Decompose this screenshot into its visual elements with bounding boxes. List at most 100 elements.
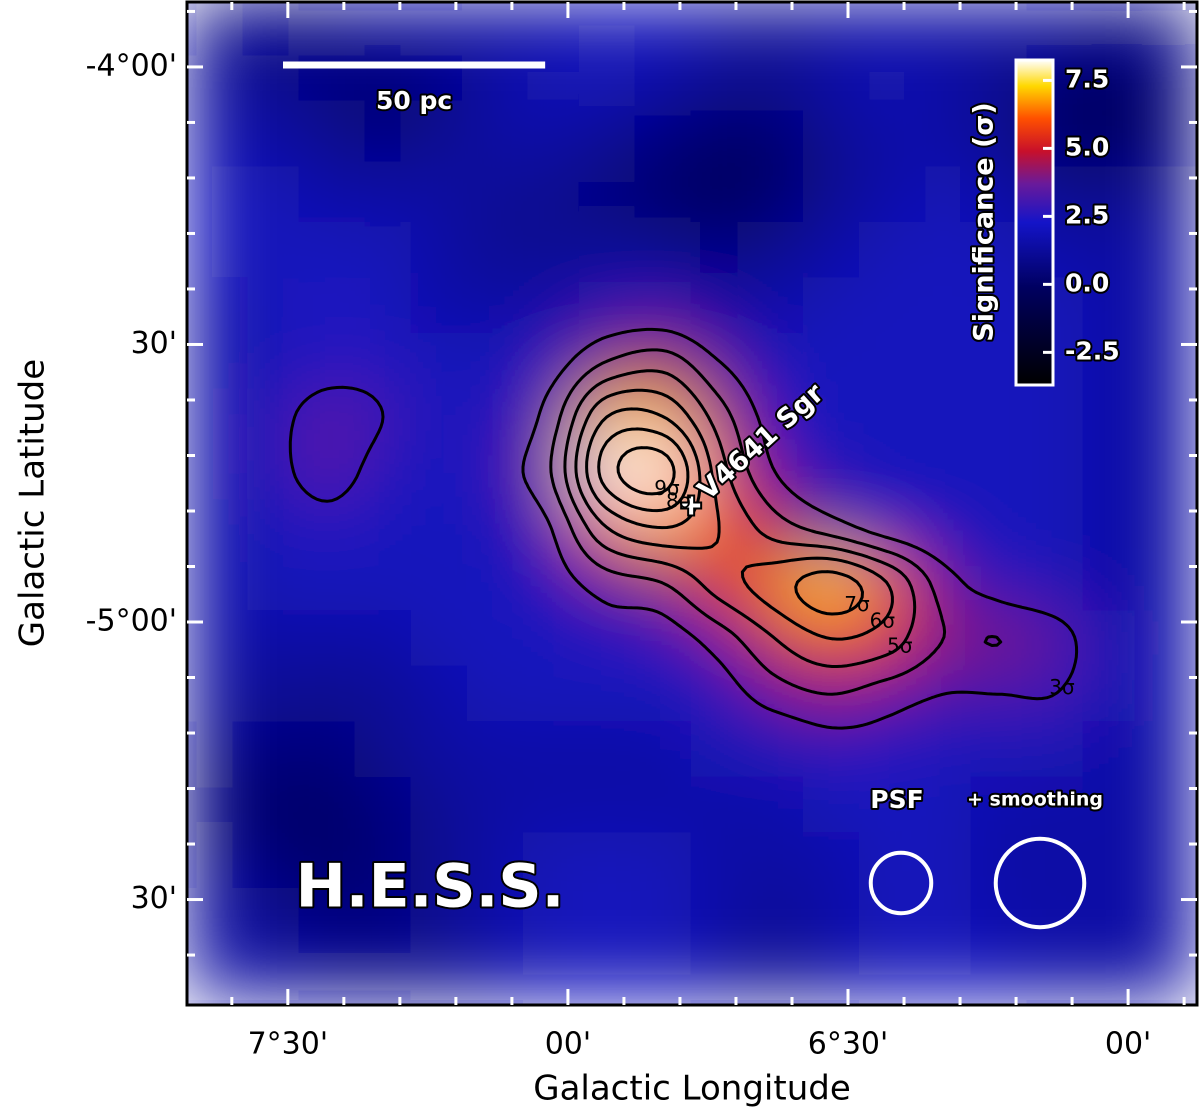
heat-cell [578,776,636,834]
heat-cell [970,776,1028,834]
heat-cell [298,887,356,945]
heat-cell [298,110,356,168]
heat-cell [914,221,972,279]
heat-cell [914,332,972,390]
heat-cell [242,721,300,778]
contour [549,348,1003,696]
heat-cell [858,332,916,390]
heat-cell [746,776,804,834]
heat-cell [354,943,412,1000]
heat-cell [802,55,860,112]
heat-cell [914,166,972,223]
heat-cell [578,832,636,889]
heat-cell [522,166,580,223]
heat-cell [466,221,524,279]
heat-cell [298,332,356,390]
heat-cell [1138,277,1196,334]
heat-cell [1026,887,1084,945]
heat-cell [634,665,692,723]
colorbar-tick-label: 7.5 [1065,64,1109,93]
heat-cell [298,277,356,334]
heat-cell [1138,832,1196,889]
heat-cell [298,776,356,834]
heat-cell [1082,665,1140,723]
heat-cell [410,610,468,667]
heat-cell [914,776,972,834]
heat-cell [298,2,356,57]
psf-circle [868,850,934,916]
y-tick-label: 30' [131,881,177,916]
heat-cell [634,55,692,112]
heat-cell [914,499,972,556]
instrument-label: H.E.S.S. [296,852,565,922]
heat-cell [858,2,916,57]
heat-cell [354,221,412,279]
colorbar-tick-label: -2.5 [1065,336,1120,365]
heat-cell [1138,443,1196,501]
heat-cell [914,943,972,1000]
heat-cell [802,166,860,223]
heat-cell [1138,554,1196,612]
heat-cell [802,388,860,445]
heat-cell [410,221,468,279]
heat-cell [187,665,244,723]
heat-cell [187,55,244,112]
heat-cell [466,665,524,723]
scale-bar-label: 50 pc [376,86,452,115]
heat-cell [970,832,1028,889]
heat-cell [354,332,412,390]
heat-cell [354,2,412,57]
heat-cell [1138,499,1196,556]
heat-cell [1082,554,1140,612]
heat-cell [1026,499,1084,556]
heat-cell [354,887,412,945]
heat-cell [354,110,412,168]
heat-cell [914,277,972,334]
heat-cell [354,443,412,501]
contour [585,407,864,616]
heat-cell [634,277,692,334]
heat-cell [354,610,412,667]
heat-cell [187,943,244,1000]
colorbar [1014,58,1055,387]
heat-cell [410,776,468,834]
heat-cell [410,721,468,778]
heat-cell [690,55,748,112]
colorbar-tick-label: 0.0 [1065,268,1109,297]
heat-cell [354,277,412,334]
heat-cell [466,887,524,945]
heat-cell [914,55,972,112]
heat-cell [522,2,580,57]
heat-cell [858,277,916,334]
heat-cell [802,721,860,778]
heat-cell [970,943,1028,1000]
heat-cell [1082,166,1140,223]
heat-cell [690,2,748,57]
heat-cell [354,665,412,723]
heat-cell [1138,388,1196,445]
heat-cell [242,499,300,556]
heat-cell [187,887,244,945]
heat-cell [410,887,468,945]
heat-cell [802,332,860,390]
heat-cell [858,55,916,112]
heat-cell [970,499,1028,556]
heat-cell [970,443,1028,501]
contour-label: 7σ [844,592,870,616]
heat-cell [1082,332,1140,390]
heat-cell [466,2,524,57]
heat-cell [858,443,916,501]
heat-cell [522,721,580,778]
heat-cell [578,166,636,223]
heat-cell [410,388,468,445]
heat-cell [1138,166,1196,223]
y-axis-label: Galactic Latitude [13,359,53,647]
heat-cell [970,2,1028,57]
heat-cell [634,721,692,778]
heat-cell [1082,443,1140,501]
heat-cell [410,110,468,168]
heat-cell [858,221,916,279]
heat-cell [1026,554,1084,612]
heat-cell [746,887,804,945]
heat-cell [634,166,692,223]
